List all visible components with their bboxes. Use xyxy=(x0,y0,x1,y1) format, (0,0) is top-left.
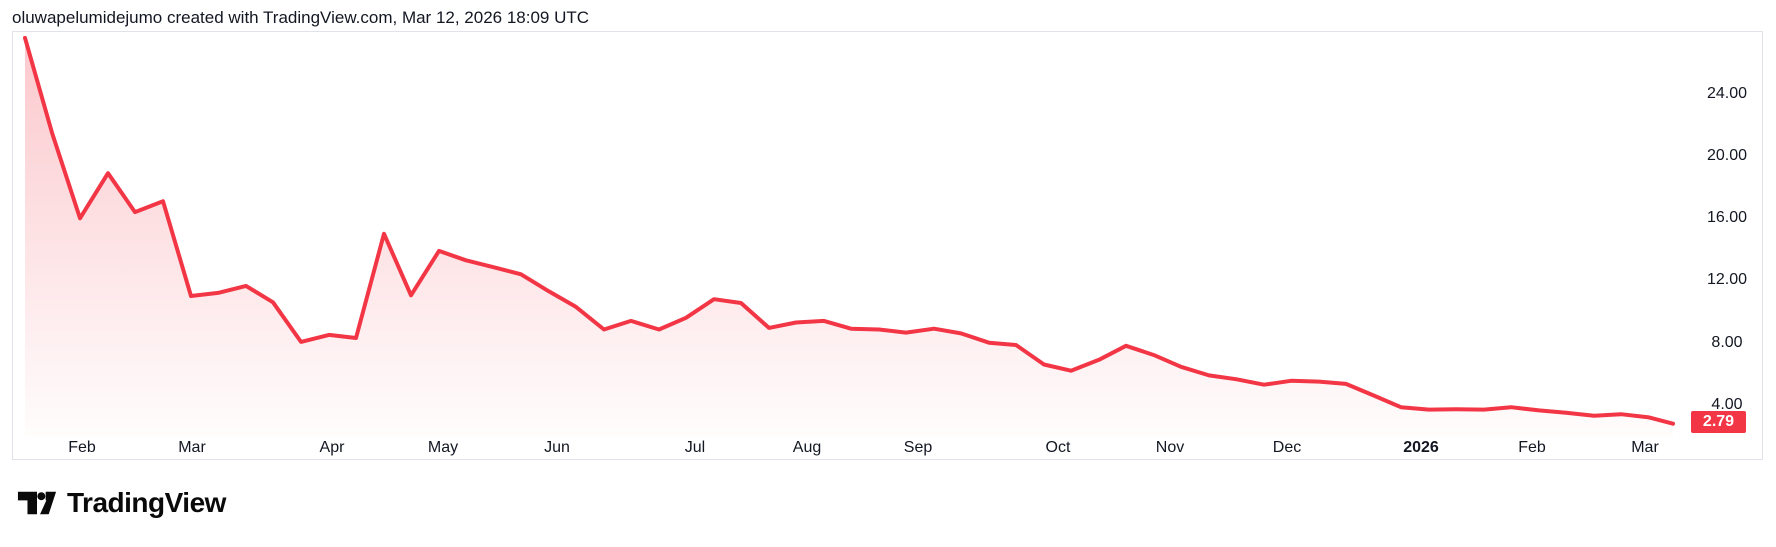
tradingview-logo-icon xyxy=(17,491,57,515)
time-tick-label: Apr xyxy=(319,439,345,456)
price-tick-label: 16.00 xyxy=(1706,209,1748,226)
price-tick-label: 12.00 xyxy=(1706,271,1748,288)
time-tick-label: May xyxy=(427,439,459,456)
time-tick-label: Jul xyxy=(684,439,706,456)
time-tick-label: Jun xyxy=(544,439,570,456)
price-tick-label: 8.00 xyxy=(1711,334,1743,351)
tradingview-wordmark: TradingView xyxy=(67,487,226,518)
tradingview-logo[interactable]: TradingView xyxy=(17,488,226,518)
time-tick-label: Aug xyxy=(792,439,822,456)
last-price-value: 2.79 xyxy=(1702,413,1735,430)
last-price-badge: 2.79 xyxy=(1691,411,1746,433)
time-tick-label: Mar xyxy=(178,439,206,456)
chart-frame xyxy=(12,31,1763,460)
price-area-chart[interactable] xyxy=(13,32,1762,459)
time-tick-label: Mar xyxy=(1631,439,1659,456)
time-tick-label: 2026 xyxy=(1403,439,1439,456)
time-tick-label: Oct xyxy=(1045,439,1071,456)
price-tick-label: 24.00 xyxy=(1706,85,1748,102)
time-tick-label: Feb xyxy=(1518,439,1546,456)
time-tick-label: Nov xyxy=(1155,439,1185,456)
time-tick-label: Dec xyxy=(1272,439,1302,456)
time-tick-label: Feb xyxy=(68,439,96,456)
price-tick-label: 4.00 xyxy=(1711,396,1743,413)
price-tick-label: 20.00 xyxy=(1706,147,1748,164)
time-tick-label: Sep xyxy=(903,439,933,456)
attribution-text: oluwapelumidejumo created with TradingVi… xyxy=(12,8,590,27)
